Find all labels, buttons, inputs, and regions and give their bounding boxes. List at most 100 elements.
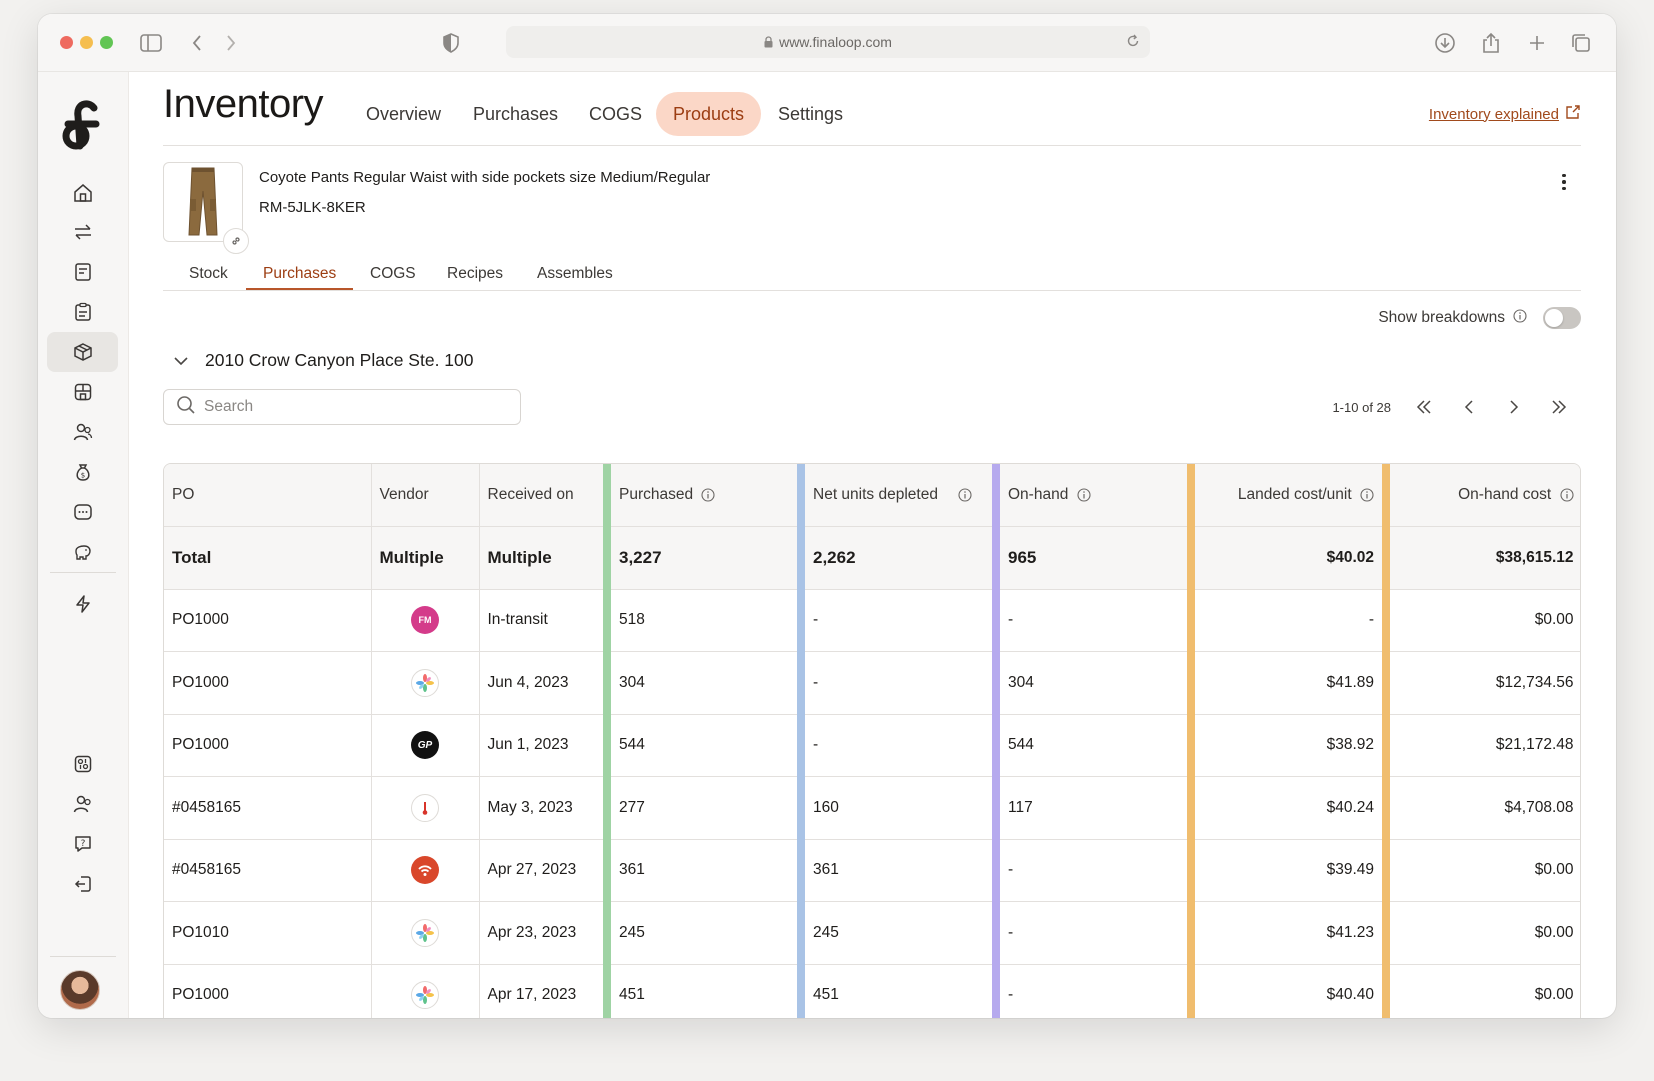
table-row[interactable]: #0458165 Apr 27, 2023 361 361 - $39.49 $… xyxy=(164,839,1580,902)
row-onhand-cost: $0.00 xyxy=(1382,839,1580,902)
sidebar-toggle-icon[interactable] xyxy=(138,30,164,56)
pagination: 1-10 of 28 xyxy=(1332,392,1581,422)
tab-overview-icon[interactable] xyxy=(1568,30,1594,56)
info-icon[interactable] xyxy=(1360,488,1374,502)
breakdowns-toggle[interactable] xyxy=(1543,307,1581,329)
vendor-cell xyxy=(371,839,480,902)
table-row[interactable]: PO1000 Jun 4, 2023 304 - 304 $41.89 $12,… xyxy=(164,651,1580,715)
row-onhand: - xyxy=(992,589,1192,652)
integrations-icon[interactable] xyxy=(47,744,118,784)
row-po: PO1000 xyxy=(164,589,372,652)
link-icon[interactable] xyxy=(223,228,249,254)
tab-products[interactable]: Products xyxy=(656,92,762,136)
subtab-cogs[interactable]: COGS xyxy=(370,265,416,282)
browser-window: www.finaloop.com xyxy=(38,14,1616,1018)
shield-icon[interactable] xyxy=(438,30,464,56)
thermometer-logo-icon xyxy=(411,793,439,822)
user-avatar[interactable] xyxy=(60,970,100,1010)
col-header-received[interactable]: Received on xyxy=(479,464,608,527)
tab-overview[interactable]: Overview xyxy=(366,104,442,124)
row-onhand-cost: $0.00 xyxy=(1382,964,1580,1018)
transactions-icon[interactable] xyxy=(47,212,118,252)
vendor-cell: FM xyxy=(371,589,480,652)
location-group-header[interactable]: 2010 Crow Canyon Place Ste. 100 xyxy=(173,350,474,371)
product-name: Coyote Pants Regular Waist with side poc… xyxy=(259,169,711,186)
product-sku: RM-5JLK-8KER xyxy=(259,199,366,216)
row-purchased: 518 xyxy=(603,589,802,652)
home-icon[interactable] xyxy=(47,173,118,213)
col-header-depleted[interactable]: Net units depleted xyxy=(797,464,997,527)
help-icon[interactable]: ? xyxy=(47,824,118,864)
col-header-vendor[interactable]: Vendor xyxy=(371,464,480,527)
col-header-po[interactable]: PO xyxy=(164,464,372,527)
table-row[interactable]: PO1000 GP Jun 1, 2023 544 - 544 $38.92 $… xyxy=(164,714,1580,777)
col-header-onhand[interactable]: On-hand xyxy=(992,464,1192,527)
team-icon[interactable] xyxy=(47,784,118,824)
inventory-explained-link[interactable]: Inventory explained xyxy=(1429,104,1581,124)
back-icon[interactable] xyxy=(184,30,210,56)
reports-icon[interactable] xyxy=(47,252,118,292)
reload-icon[interactable] xyxy=(1126,34,1140,48)
maximize-window-button[interactable] xyxy=(100,36,113,49)
minimize-window-button[interactable] xyxy=(80,36,93,49)
close-window-button[interactable] xyxy=(60,36,73,49)
col-header-onhand-cost[interactable]: On-hand cost xyxy=(1382,464,1580,527)
row-onhand-cost: $12,734.56 xyxy=(1382,651,1580,715)
last-page-icon[interactable] xyxy=(1536,392,1581,422)
share-icon[interactable] xyxy=(1478,30,1504,56)
address-bar[interactable]: www.finaloop.com xyxy=(506,26,1150,58)
subtab-assembles[interactable]: Assembles xyxy=(537,265,613,282)
forward-icon[interactable] xyxy=(218,30,244,56)
row-depleted: 245 xyxy=(797,901,997,965)
prev-page-icon[interactable] xyxy=(1446,392,1491,422)
download-icon[interactable] xyxy=(1432,30,1458,56)
first-page-icon[interactable] xyxy=(1401,392,1446,422)
url-text: www.finaloop.com xyxy=(779,34,892,50)
info-icon[interactable] xyxy=(958,488,972,502)
col-header-landed-cost[interactable]: Landed cost/unit xyxy=(1187,464,1387,527)
next-page-icon[interactable] xyxy=(1491,392,1536,422)
clipboard-icon[interactable] xyxy=(47,292,118,332)
row-onhand: 304 xyxy=(992,651,1192,715)
row-received: Apr 27, 2023 xyxy=(479,839,608,902)
table-row[interactable]: PO1000 FM In-transit 518 - - - $0.00 xyxy=(164,589,1580,652)
inventory-box-icon[interactable] xyxy=(47,332,118,372)
table-row[interactable]: PO1010 Apr 23, 2023 245 245 - $41.23 $0.… xyxy=(164,901,1580,965)
search-input[interactable]: Search xyxy=(163,389,521,425)
more-options-icon[interactable] xyxy=(1554,170,1574,194)
finaloop-logo[interactable] xyxy=(58,96,108,156)
total-onhand: 965 xyxy=(992,526,1192,590)
store-icon[interactable] xyxy=(47,372,118,412)
row-received: In-transit xyxy=(479,589,608,652)
col-header-onhand-label: On-hand xyxy=(1008,486,1069,503)
tab-settings[interactable]: Settings xyxy=(778,104,844,124)
lightning-icon[interactable] xyxy=(47,584,118,624)
info-icon[interactable] xyxy=(701,488,715,502)
users-icon[interactable] xyxy=(47,412,118,452)
row-onhand-cost: $21,172.48 xyxy=(1382,714,1580,777)
chat-icon[interactable] xyxy=(47,492,118,532)
row-landed-cost: $40.40 xyxy=(1187,964,1387,1018)
row-onhand: 544 xyxy=(992,714,1192,777)
info-icon[interactable] xyxy=(1513,308,1527,328)
table-row[interactable]: #0458165 May 3, 2023 277 160 117 $40.24 … xyxy=(164,776,1580,840)
piggy-bank-icon[interactable] xyxy=(47,532,118,572)
subtab-stock[interactable]: Stock xyxy=(189,265,228,282)
logout-icon[interactable] xyxy=(47,864,118,904)
subtab-purchases[interactable]: Purchases xyxy=(246,258,354,290)
vendor-cell xyxy=(371,901,480,965)
subtab-recipes[interactable]: Recipes xyxy=(447,265,503,282)
tab-cogs[interactable]: COGS xyxy=(589,104,643,124)
col-header-purchased[interactable]: Purchased xyxy=(603,464,802,527)
chevron-down-icon[interactable] xyxy=(173,350,189,371)
tab-purchases[interactable]: Purchases xyxy=(473,104,559,124)
info-icon[interactable] xyxy=(1559,488,1574,502)
subtabs-divider xyxy=(163,290,1581,291)
breakdowns-control: Show breakdowns xyxy=(1378,307,1581,329)
new-tab-icon[interactable] xyxy=(1524,30,1550,56)
table-row[interactable]: PO1000 Apr 17, 2023 451 451 - $40.40 $0.… xyxy=(164,964,1580,1018)
info-icon[interactable] xyxy=(1077,488,1091,502)
row-depleted: - xyxy=(797,651,997,715)
total-landed-cost: $40.02 xyxy=(1187,526,1387,590)
money-bag-icon[interactable]: $ xyxy=(47,452,118,492)
